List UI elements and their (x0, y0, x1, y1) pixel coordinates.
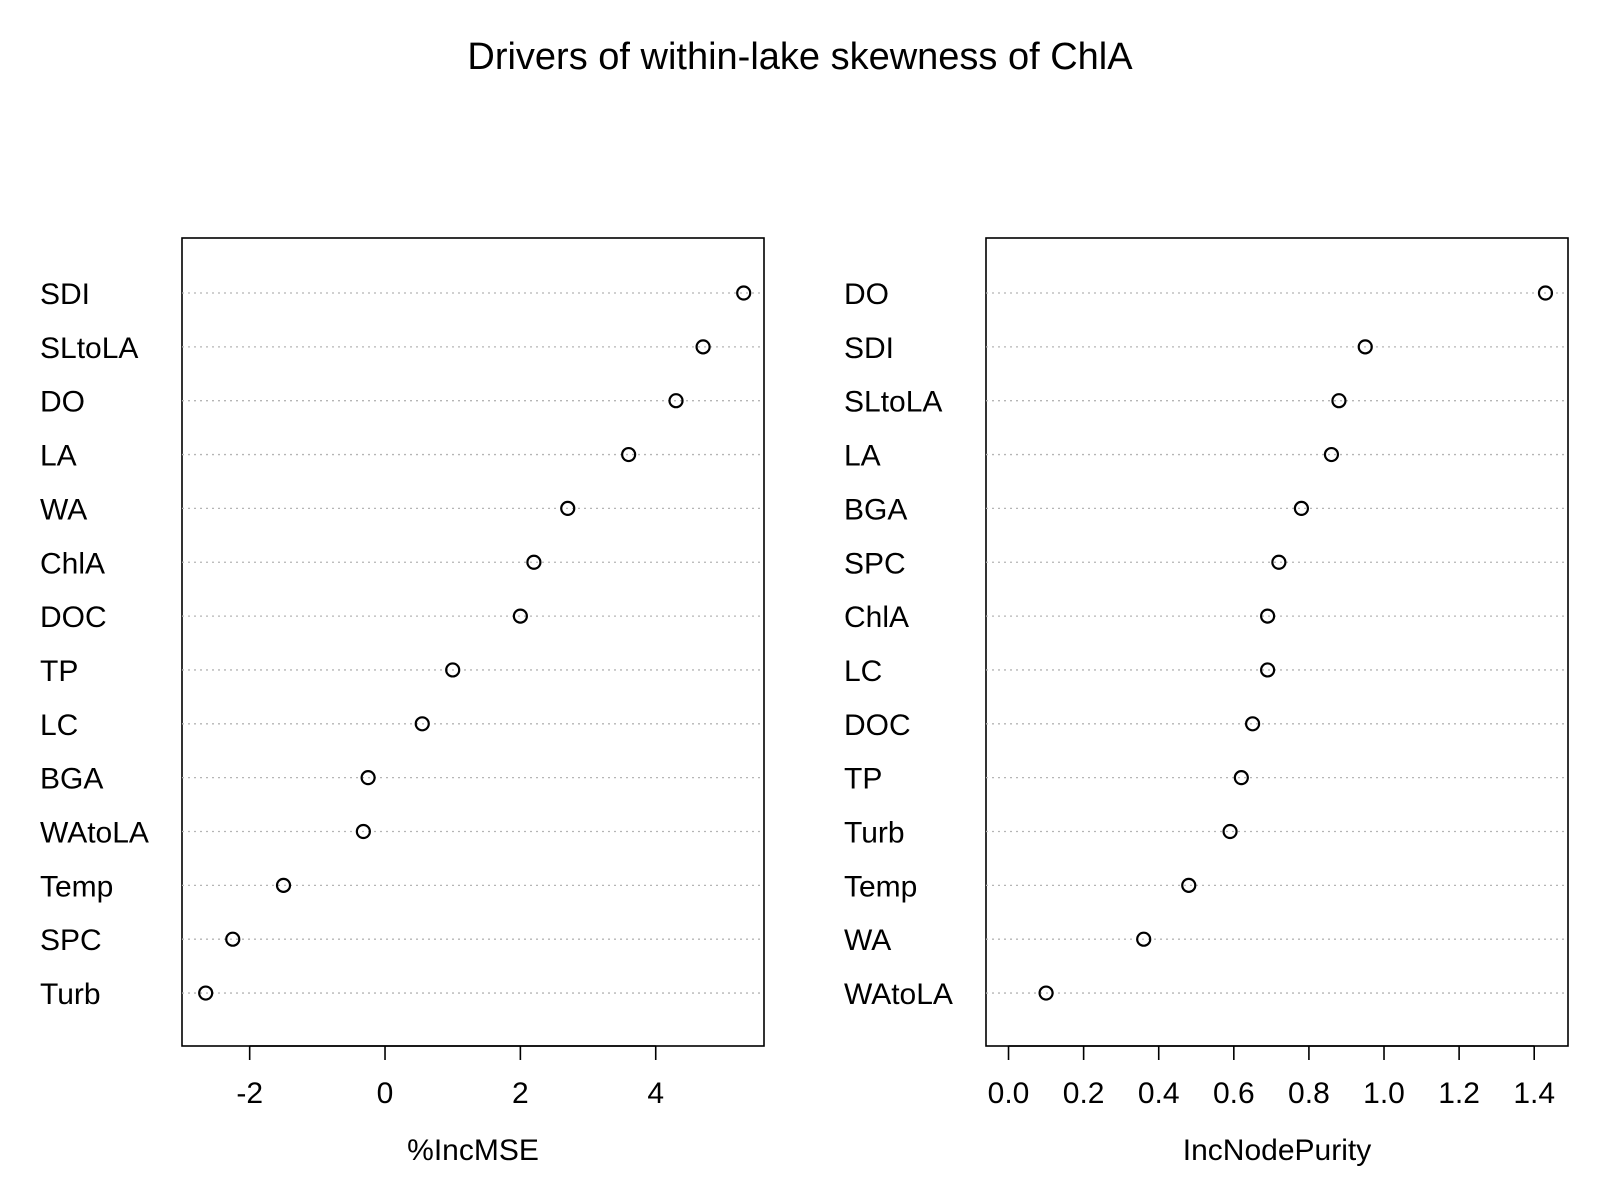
data-point (360, 770, 376, 786)
data-point (445, 662, 461, 678)
x-tick-label: 0.0 (988, 1077, 1030, 1110)
data-point (621, 446, 637, 463)
data-point (668, 393, 684, 409)
variable-label: Turb (844, 817, 905, 850)
data-point (1323, 446, 1340, 463)
data-point (1233, 770, 1249, 786)
data-point (414, 716, 430, 732)
data-point (1357, 339, 1373, 355)
data-point (1260, 608, 1276, 624)
variable-label: Temp (844, 870, 917, 903)
variable-label: BGA (844, 493, 907, 526)
x-tick-label: 1.2 (1438, 1077, 1480, 1110)
x-tick-label: 0 (377, 1077, 394, 1110)
variable-label: WAtoLA (40, 817, 149, 850)
data-point (1136, 931, 1152, 947)
data-point (355, 823, 371, 840)
variable-label: ChlA (844, 601, 909, 634)
data-point (695, 339, 711, 355)
variable-label: LC (40, 709, 78, 742)
data-point (1537, 285, 1554, 301)
chart-title: Drivers of within-lake skewness of ChlA (467, 36, 1133, 78)
x-tick-label: 0.6 (1213, 1077, 1255, 1110)
variable-label: LA (40, 440, 77, 473)
data-point (1260, 662, 1276, 678)
x-axis-label: %IncMSE (407, 1134, 539, 1167)
data-point (1271, 554, 1287, 570)
variable-label: WA (40, 493, 87, 526)
x-tick-label: 4 (647, 1077, 664, 1110)
variable-label: TP (844, 763, 882, 796)
x-tick-label: 2 (512, 1077, 529, 1110)
variable-label: LA (844, 440, 881, 473)
variable-label: SDI (40, 278, 90, 311)
variable-label: SPC (844, 547, 906, 580)
data-point (1331, 393, 1347, 409)
data-point (1222, 823, 1238, 840)
variable-label: BGA (40, 763, 103, 796)
x-tick-label: 0.2 (1063, 1077, 1105, 1110)
data-point (526, 554, 542, 570)
variable-label: ChlA (40, 547, 105, 580)
variable-label: LC (844, 655, 882, 688)
variable-label: TP (40, 655, 78, 688)
data-point (1244, 716, 1261, 732)
data-point (1293, 500, 1310, 516)
variable-label: DO (40, 386, 85, 419)
variable-label: DOC (844, 709, 911, 742)
x-tick-label: 0.4 (1138, 1077, 1180, 1110)
chart-panel-1: SDI SLtoLA DO LA WA ChlA DOC TP LC BGA WAtoLA Temp S… (40, 237, 765, 1167)
chart-panel-2: DO SDI SLtoLA LA BGA SPC ChlA LC DOC TP Turb Temp WA… (844, 237, 1569, 1167)
variable-label: Temp (40, 870, 113, 903)
data-point (560, 500, 576, 516)
plot-frame (181, 237, 765, 1047)
variable-label: WA (844, 924, 891, 957)
x-tick-label: -2 (236, 1077, 263, 1110)
variable-label: DOC (40, 601, 107, 634)
x-tick-label: 1.0 (1363, 1077, 1405, 1110)
variable-label: DO (844, 278, 889, 311)
data-point (198, 985, 214, 1001)
variable-label: Turb (40, 978, 101, 1011)
plot-frame (985, 237, 1569, 1047)
data-point (275, 877, 292, 893)
data-point (512, 608, 528, 624)
x-tick-label: 1.4 (1513, 1077, 1555, 1110)
data-point (225, 931, 241, 947)
data-point (736, 285, 752, 301)
x-tick-label: 0.8 (1288, 1077, 1330, 1110)
x-axis-label: IncNodePurity (1183, 1134, 1371, 1167)
data-point (1038, 985, 1054, 1001)
variable-label: SPC (40, 924, 102, 957)
variable-label: SLtoLA (844, 386, 942, 419)
variable-label: WAtoLA (844, 978, 953, 1011)
variable-label: SLtoLA (40, 332, 138, 365)
variable-label: SDI (844, 332, 894, 365)
data-point (1181, 877, 1197, 893)
